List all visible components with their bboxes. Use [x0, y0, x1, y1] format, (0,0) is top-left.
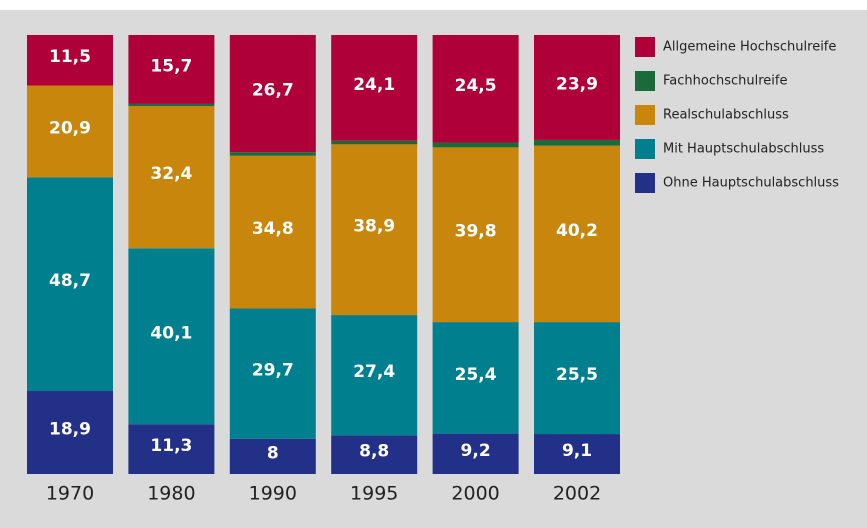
data-label: 40,1: [150, 323, 192, 343]
bar-segment: [331, 140, 418, 145]
bar-segment: [128, 424, 215, 474]
x-tick-label: 1990: [249, 483, 297, 505]
bar-segment: [331, 435, 418, 474]
data-label: 39,8: [455, 222, 497, 242]
bar-segment: [534, 139, 620, 146]
bar-segment: [432, 35, 519, 143]
data-label: 15,7: [150, 56, 192, 76]
bar-segment: [128, 248, 215, 425]
data-label: 11,5: [49, 47, 91, 67]
legend-label: Allgemeine Hochschulreife: [663, 40, 836, 55]
x-tick-label: 1995: [350, 483, 398, 505]
bar-segment: [229, 438, 316, 474]
legend-swatch: [635, 105, 655, 125]
x-tick-label: 1970: [46, 483, 94, 505]
bar-segment: [229, 155, 316, 309]
bar-segment: [534, 145, 620, 323]
bar-segment: [432, 147, 519, 323]
bar-segment: [27, 177, 113, 392]
bar-segment: [331, 315, 418, 436]
data-label: 26,7: [252, 81, 294, 101]
bar-segment: [331, 144, 418, 316]
data-label: 32,4: [150, 164, 192, 184]
data-label: 20,9: [49, 118, 91, 138]
bar-segment: [128, 35, 215, 104]
data-label: 34,8: [252, 219, 294, 239]
bar-segment: [534, 322, 620, 435]
bar-segment: [128, 106, 215, 249]
bar-segment: [432, 142, 519, 148]
legend-swatch: [635, 173, 655, 193]
bar-segment: [229, 152, 316, 156]
x-tick-label: 2002: [553, 483, 601, 505]
bar-segment: [27, 391, 113, 474]
data-label: 25,5: [556, 365, 598, 385]
legend-label: Mit Hauptschulabschluss: [663, 142, 824, 157]
legend-label: Ohne Hauptschulabschluss: [663, 176, 839, 191]
bar-segment: [534, 434, 620, 474]
data-label: 9,2: [461, 441, 491, 461]
legend-label: Realschulabschluss: [663, 108, 789, 123]
x-tick-label: 2000: [451, 483, 499, 505]
bar-segment: [331, 35, 418, 141]
data-label: 23,9: [556, 74, 598, 94]
data-label: 9,1: [562, 441, 592, 461]
data-label: 11,3: [150, 436, 192, 456]
bar-segment: [229, 35, 316, 153]
data-label: 18,9: [49, 420, 91, 440]
legend-swatch: [635, 71, 655, 91]
data-label: 8: [267, 443, 279, 463]
bar-segment: [432, 322, 519, 434]
bar-segment: [27, 85, 113, 178]
bar-segment: [534, 35, 620, 140]
x-tick-label: 1980: [147, 483, 195, 505]
bar-segment: [229, 308, 316, 439]
legend-swatch: [635, 139, 655, 159]
data-label: 40,2: [556, 221, 598, 241]
data-label: 25,4: [455, 365, 497, 385]
data-label: 8,8: [359, 442, 389, 462]
data-label: 24,5: [455, 76, 497, 96]
bar-segment: [27, 35, 113, 86]
data-label: 48,7: [49, 271, 91, 291]
legend-swatch: [635, 37, 655, 57]
data-label: 29,7: [252, 361, 294, 381]
legend-label: Fachhochschulreife: [663, 74, 787, 89]
data-label: 27,4: [353, 362, 395, 382]
bar-segment: [128, 103, 215, 107]
bar-segment: [432, 433, 519, 474]
data-label: 24,1: [353, 75, 395, 95]
data-label: 38,9: [353, 217, 395, 237]
